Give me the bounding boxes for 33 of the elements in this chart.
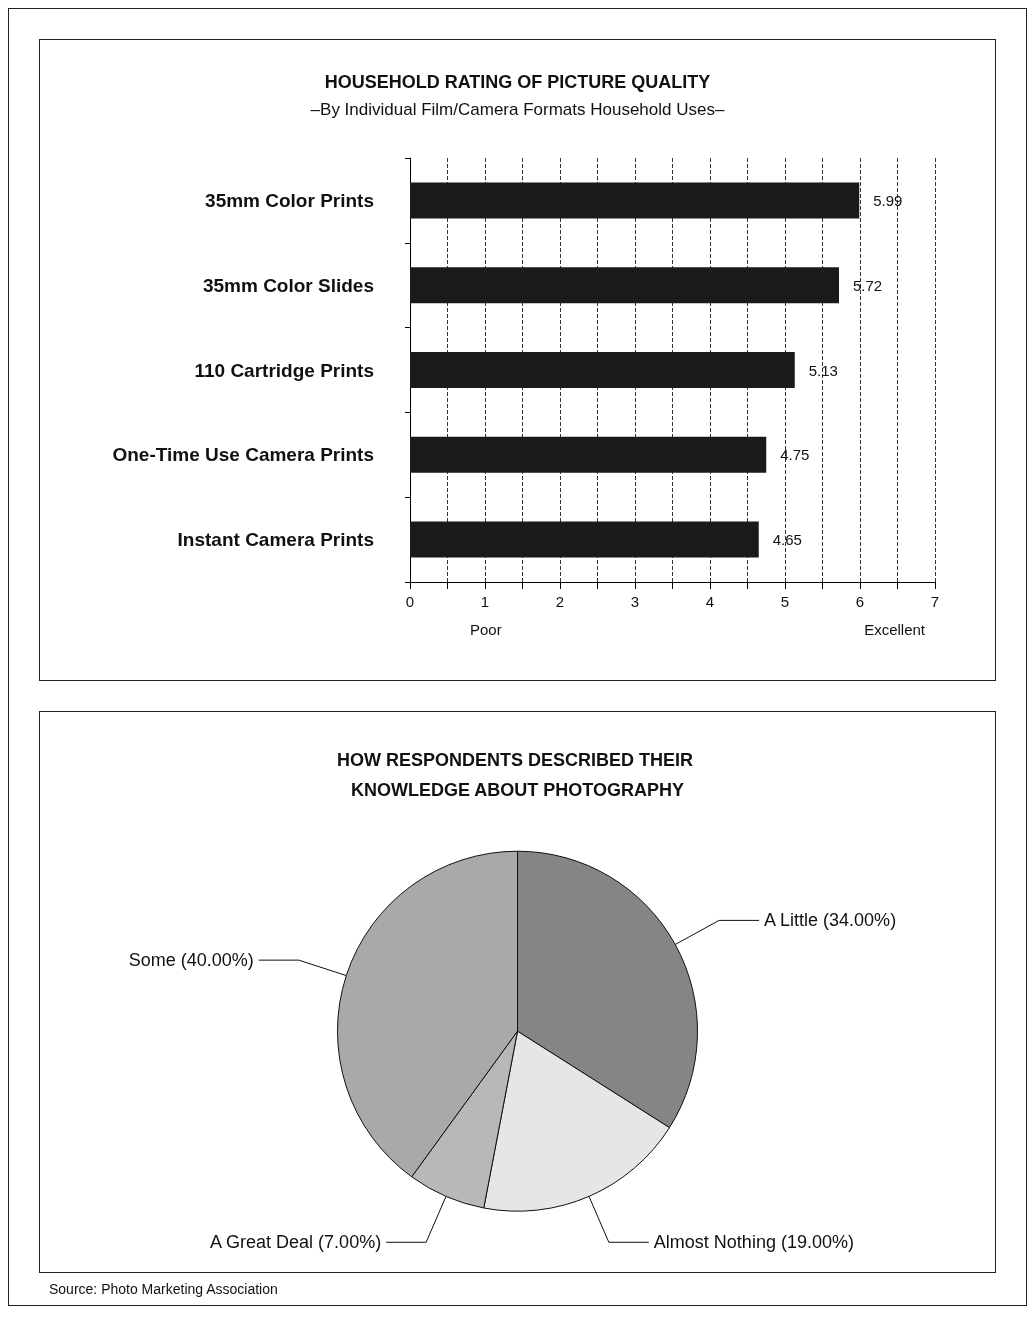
y-tick-label: 35mm Color Slides [202, 274, 374, 296]
chart-title: HOW RESPONDENTS DESCRIBED THEIR KNOWLEDGE ABOUT PHOTOGRAPHY [336, 750, 699, 800]
data-label: 5.13 [808, 361, 838, 379]
bar [410, 436, 767, 473]
x-tick-label: 3 [630, 593, 640, 610]
y-tick-label: 35mm Color Prints [205, 189, 374, 211]
x-tick-label: 7 [930, 593, 940, 610]
bar [410, 182, 860, 219]
bar [410, 267, 839, 304]
x-tick-label: 0 [405, 593, 415, 610]
text: Poor [470, 621, 502, 638]
x-tick-label: 1 [480, 593, 490, 610]
data-label: 4.75 [780, 446, 810, 464]
x-tick-label: 4 [705, 593, 715, 610]
x-tick-label: 6 [855, 593, 865, 610]
source-note: Source: Photo Marketing Association [49, 1281, 279, 1297]
data-label: 4.65 [772, 531, 802, 549]
text: Excellent [864, 621, 926, 638]
y-tick-label: One-Time Use Camera Prints [112, 444, 374, 466]
chart-subtitle: –By Individual Film/Camera Formats Household Uses– [310, 100, 725, 119]
data-label: 5.72 [853, 276, 883, 294]
slice-label: A Little (34.00%) [764, 910, 897, 931]
chart-title: HOUSEHOLD RATING OF PICTURE QUALITY [324, 72, 711, 92]
bar [410, 521, 759, 558]
x-tick-label: 2 [555, 593, 565, 610]
y-tick-label: Instant Camera Prints [177, 529, 374, 551]
y-tick-label: 110 Cartridge Prints [194, 359, 374, 381]
slice-label: Almost Nothing (19.00%) [653, 1232, 854, 1253]
x-tick-label: 5 [780, 593, 790, 610]
slice-label: A Great Deal (7.00%) [210, 1232, 382, 1253]
slice-label: Some (40.00%) [128, 950, 254, 971]
bar [410, 352, 795, 388]
data-label: 5.99 [873, 191, 903, 209]
